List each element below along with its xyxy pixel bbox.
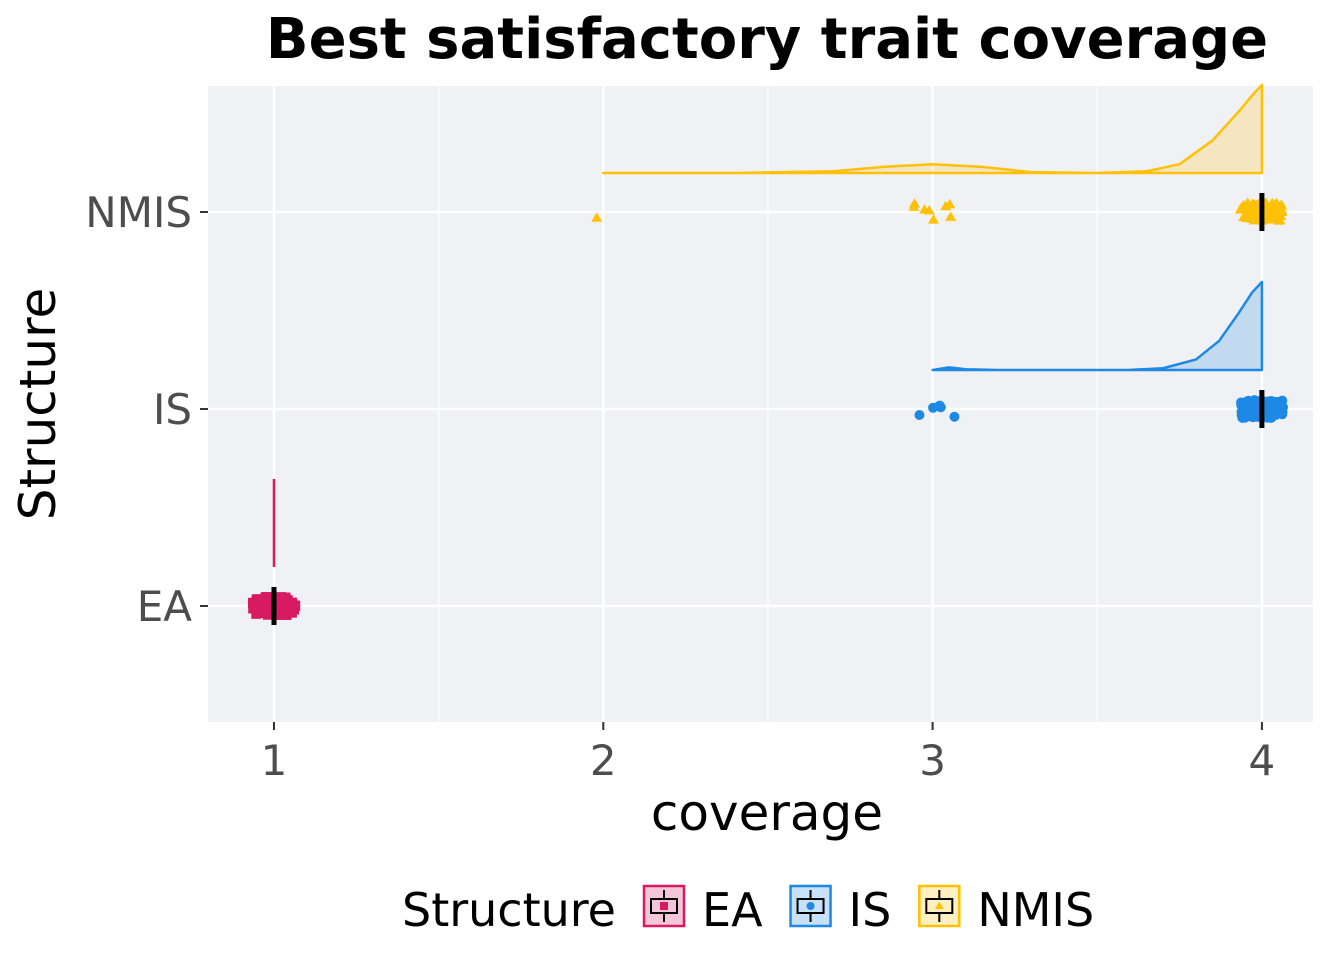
data-point — [280, 592, 291, 603]
legend-label-is: IS — [849, 883, 892, 937]
data-point — [945, 211, 957, 221]
legend-title: Structure — [402, 883, 616, 937]
data-point — [287, 597, 298, 608]
points-ea — [247, 592, 301, 620]
data-point — [259, 601, 270, 612]
density-layer — [272, 83, 1264, 567]
data-point — [1270, 406, 1281, 417]
y-tick-label: IS — [153, 385, 192, 434]
data-point — [1246, 208, 1258, 219]
data-point — [277, 603, 288, 614]
data-point — [1249, 199, 1261, 209]
data-point — [949, 411, 960, 422]
data-point — [940, 200, 952, 211]
x-tick-label: 3 — [919, 736, 946, 785]
data-point — [260, 606, 271, 617]
data-point — [928, 214, 940, 224]
data-point — [806, 902, 815, 910]
data-point — [1271, 396, 1282, 407]
data-point — [251, 607, 262, 618]
chart-title: Best satisfactory trait coverage — [266, 7, 1268, 72]
median-layer — [271, 193, 1265, 625]
data-point — [914, 410, 925, 420]
data-point — [1247, 213, 1259, 224]
axes: 1 2 3 4 EA IS NMIS — [85, 188, 1275, 785]
data-point — [289, 604, 300, 615]
data-point — [908, 201, 920, 211]
x-tick-label: 1 — [261, 736, 288, 785]
data-point — [253, 600, 264, 611]
x-tick-label: 4 — [1249, 736, 1276, 785]
data-point — [591, 212, 603, 222]
data-point — [923, 204, 935, 215]
data-point — [281, 609, 292, 620]
density-is — [931, 280, 1264, 372]
plot-panel — [208, 86, 1313, 722]
legend-key-is — [789, 884, 832, 928]
legend-label-ea: EA — [702, 883, 763, 937]
legend-key-nmis — [918, 884, 961, 928]
legend-label-nmis: NMIS — [977, 883, 1094, 937]
y-tick-label: NMIS — [85, 188, 192, 237]
x-axis-title: coverage — [651, 784, 883, 842]
y-axis-title: Structure — [9, 288, 67, 521]
legend: Structure EA IS NMIS — [402, 883, 1094, 937]
data-point — [1273, 215, 1285, 225]
data-point — [1239, 209, 1251, 219]
density-nmis — [602, 83, 1264, 175]
data-point — [1235, 202, 1247, 213]
legend-key-ea — [642, 884, 686, 928]
y-tick-label: EA — [137, 582, 193, 631]
data-point — [259, 594, 270, 605]
data-point — [1236, 399, 1247, 410]
data-point — [272, 609, 283, 620]
data-point — [1245, 408, 1256, 419]
data-point — [934, 901, 944, 910]
data-point — [1275, 210, 1287, 220]
data-point — [935, 402, 946, 413]
data-point — [660, 902, 668, 910]
x-tick-label: 2 — [590, 736, 617, 785]
